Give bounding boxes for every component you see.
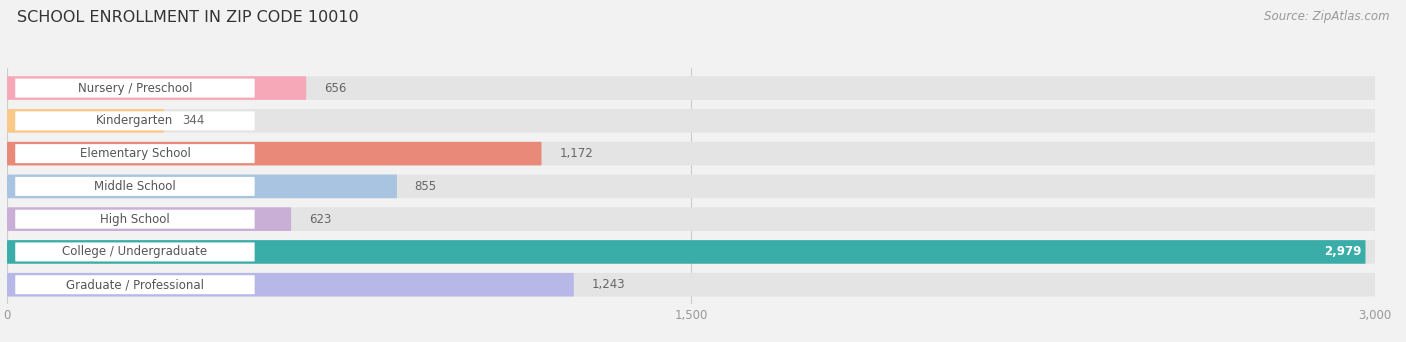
- FancyBboxPatch shape: [7, 109, 1375, 133]
- Text: Nursery / Preschool: Nursery / Preschool: [77, 81, 193, 95]
- FancyBboxPatch shape: [7, 142, 1375, 166]
- Text: 656: 656: [323, 81, 346, 95]
- FancyBboxPatch shape: [15, 79, 254, 97]
- Text: Elementary School: Elementary School: [80, 147, 190, 160]
- Text: SCHOOL ENROLLMENT IN ZIP CODE 10010: SCHOOL ENROLLMENT IN ZIP CODE 10010: [17, 10, 359, 25]
- FancyBboxPatch shape: [7, 273, 574, 297]
- FancyBboxPatch shape: [7, 109, 165, 133]
- FancyBboxPatch shape: [15, 210, 254, 229]
- FancyBboxPatch shape: [7, 174, 396, 198]
- Text: 2,979: 2,979: [1324, 246, 1361, 259]
- FancyBboxPatch shape: [7, 240, 1365, 264]
- FancyBboxPatch shape: [15, 242, 254, 261]
- Text: 1,172: 1,172: [560, 147, 593, 160]
- FancyBboxPatch shape: [7, 207, 291, 231]
- Text: Middle School: Middle School: [94, 180, 176, 193]
- FancyBboxPatch shape: [15, 111, 254, 130]
- Text: High School: High School: [100, 213, 170, 226]
- FancyBboxPatch shape: [7, 240, 1375, 264]
- Text: 855: 855: [415, 180, 437, 193]
- Text: Graduate / Professional: Graduate / Professional: [66, 278, 204, 291]
- Text: 1,243: 1,243: [592, 278, 626, 291]
- FancyBboxPatch shape: [7, 142, 541, 166]
- Text: 344: 344: [181, 114, 204, 127]
- Text: Source: ZipAtlas.com: Source: ZipAtlas.com: [1264, 10, 1389, 23]
- Text: College / Undergraduate: College / Undergraduate: [62, 246, 208, 259]
- FancyBboxPatch shape: [15, 177, 254, 196]
- FancyBboxPatch shape: [7, 76, 1375, 100]
- FancyBboxPatch shape: [7, 273, 1375, 297]
- Text: 623: 623: [309, 213, 332, 226]
- FancyBboxPatch shape: [15, 144, 254, 163]
- FancyBboxPatch shape: [7, 174, 1375, 198]
- FancyBboxPatch shape: [15, 275, 254, 294]
- FancyBboxPatch shape: [7, 76, 307, 100]
- FancyBboxPatch shape: [7, 207, 1375, 231]
- Text: Kindergarten: Kindergarten: [97, 114, 173, 127]
